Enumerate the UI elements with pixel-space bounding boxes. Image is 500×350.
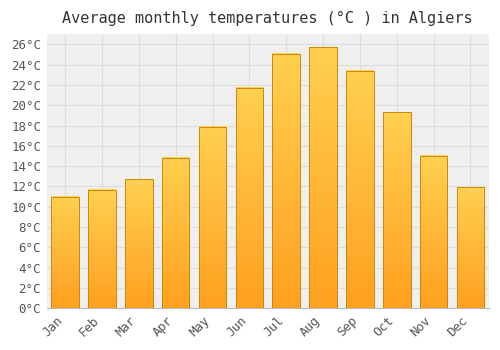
- Bar: [162, 158, 190, 308]
- Bar: [52, 197, 79, 308]
- Bar: [383, 112, 410, 308]
- Bar: [198, 127, 226, 308]
- Bar: [383, 112, 410, 308]
- Bar: [456, 188, 484, 308]
- Bar: [272, 54, 300, 308]
- Bar: [125, 179, 152, 308]
- Bar: [198, 127, 226, 308]
- Bar: [88, 189, 116, 308]
- Bar: [272, 54, 300, 308]
- Bar: [346, 71, 374, 308]
- Bar: [309, 48, 337, 308]
- Bar: [346, 71, 374, 308]
- Bar: [420, 156, 448, 308]
- Bar: [236, 88, 263, 308]
- Bar: [456, 188, 484, 308]
- Bar: [162, 158, 190, 308]
- Bar: [420, 156, 448, 308]
- Title: Average monthly temperatures (°C ) in Algiers: Average monthly temperatures (°C ) in Al…: [62, 11, 473, 26]
- Bar: [309, 48, 337, 308]
- Bar: [125, 179, 152, 308]
- Bar: [236, 88, 263, 308]
- Bar: [52, 197, 79, 308]
- Bar: [88, 189, 116, 308]
